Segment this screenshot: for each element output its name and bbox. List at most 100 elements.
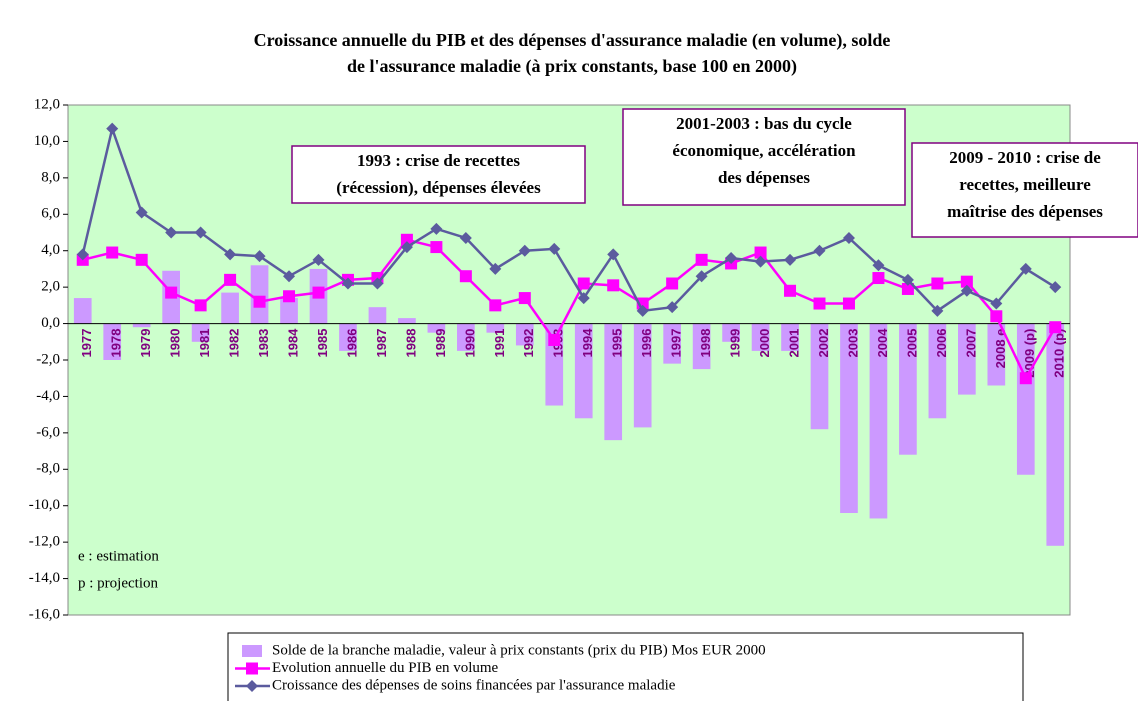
- marker: [548, 242, 561, 255]
- bar: [250, 265, 269, 324]
- y-tick-label: 12,0: [34, 96, 60, 112]
- marker: [901, 282, 914, 295]
- y-tick-label: 8,0: [41, 169, 60, 185]
- y-tick-label: 10,0: [34, 133, 60, 149]
- chart-title: Croissance annuelle du PIB et des dépens…: [254, 30, 891, 51]
- bar: [928, 323, 947, 419]
- note: e : estimation: [78, 548, 159, 564]
- line: [82, 238, 1057, 381]
- annotation-box: [291, 145, 586, 204]
- marker: [459, 231, 472, 244]
- annotation-box: [911, 142, 1138, 238]
- marker: [253, 250, 266, 263]
- bar: [574, 323, 593, 419]
- bar: [132, 323, 151, 328]
- bar: [515, 323, 534, 346]
- annotation-box: [622, 108, 906, 206]
- marker: [784, 284, 797, 297]
- marker: [459, 270, 472, 283]
- annotation: recettes, meilleure: [959, 175, 1091, 194]
- legend: [227, 632, 1024, 706]
- x-tick-label: 1984: [285, 328, 300, 358]
- marker: [784, 253, 797, 266]
- marker: [960, 275, 973, 288]
- marker: [253, 295, 266, 308]
- marker: [518, 244, 531, 257]
- marker: [312, 286, 325, 299]
- marker: [1049, 281, 1062, 294]
- marker: [725, 252, 738, 264]
- marker: [842, 297, 855, 310]
- x-tick-label: 1997: [669, 329, 684, 358]
- marker: [842, 231, 855, 244]
- marker: [135, 206, 148, 219]
- x-tick-label: 2007: [963, 329, 978, 358]
- x-tick-label: 1996: [639, 329, 654, 358]
- y-tick-label: -14,0: [29, 570, 60, 586]
- y-tick-label: 2,0: [41, 279, 60, 295]
- annotation: 2001-2003 : bas du cycle: [676, 114, 852, 133]
- marker: [165, 286, 178, 299]
- legend-marker: [246, 680, 258, 692]
- x-tick-label: 1992: [521, 329, 536, 358]
- y-tick-label: -2,0: [36, 351, 60, 367]
- bar: [751, 323, 770, 351]
- marker: [666, 277, 679, 290]
- bar: [191, 323, 210, 342]
- x-tick-label: 2002: [816, 329, 831, 358]
- marker: [489, 299, 502, 312]
- bar: [1046, 323, 1065, 546]
- marker: [430, 241, 443, 254]
- x-tick-label: 1987: [374, 329, 389, 358]
- x-tick-label: 2001: [786, 329, 801, 358]
- x-tick-label: 1995: [610, 329, 625, 358]
- marker: [371, 277, 384, 290]
- marker: [636, 304, 649, 317]
- legend-marker: [246, 662, 258, 675]
- bar: [899, 323, 917, 455]
- marker: [341, 277, 354, 290]
- marker: [283, 270, 296, 283]
- x-tick-label: 1988: [403, 329, 418, 358]
- y-tick-label: 6,0: [41, 206, 60, 222]
- annotation: maîtrise des dépenses: [947, 202, 1103, 221]
- marker: [607, 248, 620, 261]
- x-tick-label: 1998: [698, 329, 713, 358]
- y-tick-label: -6,0: [36, 424, 60, 440]
- marker: [194, 226, 207, 239]
- bar: [987, 323, 1006, 386]
- marker: [106, 246, 119, 259]
- annotation: (récession), dépenses élevées: [336, 178, 541, 197]
- x-tick-label: 1977: [79, 329, 94, 358]
- marker: [1049, 321, 1062, 334]
- bar: [486, 323, 505, 333]
- y-tick-label: -12,0: [29, 534, 60, 550]
- marker: [990, 297, 1003, 310]
- x-tick-label: 1982: [227, 329, 242, 358]
- bar: [398, 318, 416, 324]
- annotation: des dépenses: [718, 168, 810, 187]
- marker: [76, 248, 89, 261]
- marker: [666, 301, 679, 314]
- marker: [400, 241, 413, 254]
- marker: [695, 253, 708, 266]
- bar: [368, 307, 387, 324]
- note: p : projection: [78, 575, 158, 591]
- y-tick-label: 0,0: [41, 315, 60, 331]
- x-tick-label: 1994: [580, 328, 595, 358]
- bar: [103, 323, 122, 360]
- x-tick-label: 1979: [138, 329, 153, 358]
- bar: [781, 323, 799, 351]
- x-tick-label: 1990: [462, 329, 477, 358]
- bar: [633, 323, 652, 428]
- legend-label: Croissance des dépenses de soins financé…: [272, 677, 676, 693]
- marker: [135, 253, 148, 266]
- marker: [607, 279, 620, 292]
- x-tick-label: 1980: [168, 329, 183, 358]
- marker: [165, 226, 178, 239]
- marker: [224, 248, 237, 261]
- legend-swatch: [242, 645, 262, 657]
- marker: [813, 244, 826, 257]
- bar: [604, 323, 623, 441]
- bar: [73, 298, 92, 324]
